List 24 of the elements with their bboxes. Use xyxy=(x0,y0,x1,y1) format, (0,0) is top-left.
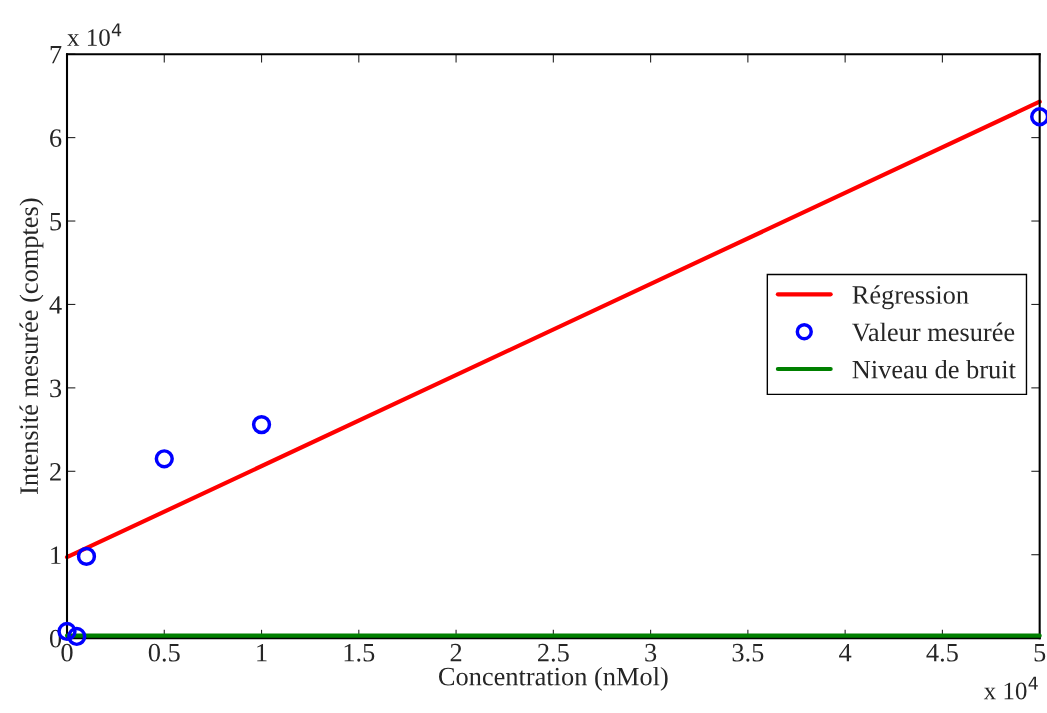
x-tick-label: 2 xyxy=(450,643,462,662)
x-tick-label: 1 xyxy=(257,643,267,662)
legend-label: Valeur mesurée xyxy=(852,322,1015,342)
x-tick-label: 5 xyxy=(1034,644,1046,662)
x-tick-label: 3.5 xyxy=(732,643,764,662)
y-tick-label: 5 xyxy=(50,212,62,231)
x-tick-label: 1.5 xyxy=(344,643,375,662)
legend-label: Niveau de bruit xyxy=(852,359,1016,379)
text: x 10$^{4}$ xyxy=(67,23,122,47)
y-tick-label: 1 xyxy=(51,546,61,564)
y-tick-label: 7 xyxy=(50,46,62,64)
x-tick-label: 3 xyxy=(645,643,657,662)
text: x 10$^{4}$ xyxy=(983,676,1038,700)
x-axis-title: Concentration (nMol) xyxy=(439,666,668,691)
x-tick-label: 4 xyxy=(839,643,852,662)
legend-label: Régression xyxy=(852,285,969,310)
x-tick-label: 0.5 xyxy=(148,643,180,662)
x-tick-label: 2.5 xyxy=(538,643,569,662)
y-tick-label: 6 xyxy=(50,129,62,148)
y-tick-label: 4 xyxy=(49,296,62,314)
x-tick-label: 4.5 xyxy=(926,643,958,662)
y-axis-title: Intensité mesurée (comptes) xyxy=(19,198,44,494)
y-tick-label: 3 xyxy=(50,379,62,398)
y-tick-label: 2 xyxy=(50,462,61,481)
